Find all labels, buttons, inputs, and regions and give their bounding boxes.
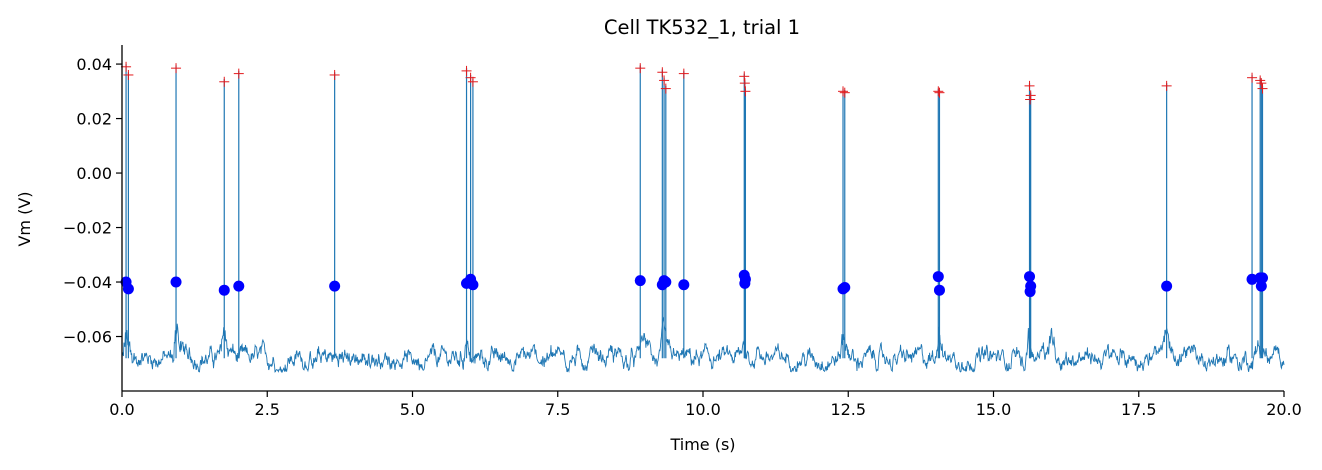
spike-threshold-point [467, 279, 479, 291]
spike-peak-marker [739, 78, 750, 89]
spike-peak-marker [635, 63, 646, 74]
spike-threshold-point [839, 281, 851, 293]
x-tick-label: 0.0 [109, 400, 134, 419]
spike-peak-marker [1256, 78, 1267, 89]
x-tick-label: 7.5 [545, 400, 570, 419]
y-tick-label: −0.04 [63, 273, 112, 292]
voltage-trace [121, 316, 1285, 374]
spike-threshold-point [932, 271, 944, 283]
spike-peak-marker [1257, 83, 1268, 94]
spike-peak-marker [171, 63, 182, 74]
spike-peak-marker [934, 87, 945, 98]
y-tick-label: 0.02 [76, 110, 112, 129]
spike-peak-marker [1025, 90, 1036, 101]
spike-peak-marker [1255, 75, 1266, 86]
x-tick-label: 20.0 [1266, 400, 1302, 419]
chart-title: Cell TK532_1, trial 1 [604, 16, 800, 39]
spike-peak-marker [660, 83, 671, 94]
spike-threshold-point [218, 284, 230, 296]
spike-peak-marker [465, 72, 476, 83]
spike-peak-marker [678, 68, 689, 79]
spike-peak-marker [933, 86, 944, 97]
spike-peak-marker [467, 76, 478, 87]
spike-peak-marker [657, 67, 668, 78]
spike-peak-marker [1024, 80, 1035, 91]
voltage-trace-layer [121, 64, 1285, 374]
x-tick-label: 5.0 [400, 400, 425, 419]
spike-threshold-point [170, 276, 182, 288]
spike-peak-marker [739, 71, 750, 82]
spike-peak-marker [219, 76, 230, 87]
x-axis-title: Time (s) [669, 435, 735, 454]
y-tick-label: 0.00 [76, 164, 112, 183]
spike-threshold-point [122, 283, 134, 295]
spike-threshold-point [1246, 273, 1258, 285]
spike-threshold-point [233, 280, 245, 292]
spike-threshold-point [660, 276, 672, 288]
spike-peak-marker [1025, 94, 1036, 105]
spike-peak-marker [839, 87, 850, 98]
spike-threshold-point [678, 279, 690, 291]
y-tick-label: −0.02 [63, 219, 112, 238]
y-axis-ticks: −0.06 −0.04 −0.02 0.00 0.02 0.04 [63, 55, 122, 347]
x-tick-label: 15.0 [976, 400, 1012, 419]
spike-peak-marker [1161, 80, 1172, 91]
x-axis-ticks: 0.0 2.5 5.0 7.5 10.0 12.5 15.0 17.5 20.0 [109, 391, 1302, 419]
spike-threshold-point [1255, 280, 1267, 292]
x-tick-label: 12.5 [830, 400, 866, 419]
spike-peak-marker [659, 75, 670, 86]
spike-threshold-point [933, 284, 945, 296]
spike-threshold-point [634, 275, 646, 287]
spike-peak-marker [740, 86, 751, 97]
spike-threshold-point [739, 273, 751, 285]
spike-peak-marker [838, 86, 849, 97]
spike-threshold-point [329, 280, 341, 292]
x-tick-label: 2.5 [255, 400, 280, 419]
spike-peak-marker [461, 65, 472, 76]
spike-threshold-point [1161, 280, 1173, 292]
spike-peak-marker [123, 69, 134, 80]
spike-threshold-point [1257, 272, 1269, 284]
y-tick-label: 0.04 [76, 55, 112, 74]
spike-peak-marker [233, 68, 244, 79]
spike-marker-layer [120, 61, 1269, 298]
spike-threshold-point [1024, 286, 1036, 298]
y-tick-label: −0.06 [63, 328, 112, 347]
y-axis-title: Vm (V) [15, 191, 34, 246]
spike-peak-marker [1247, 72, 1258, 83]
x-tick-label: 17.5 [1121, 400, 1157, 419]
spike-threshold-point [1024, 271, 1036, 283]
x-tick-label: 10.0 [685, 400, 721, 419]
spike-peak-marker [121, 61, 132, 72]
spike-peak-marker [329, 69, 340, 80]
